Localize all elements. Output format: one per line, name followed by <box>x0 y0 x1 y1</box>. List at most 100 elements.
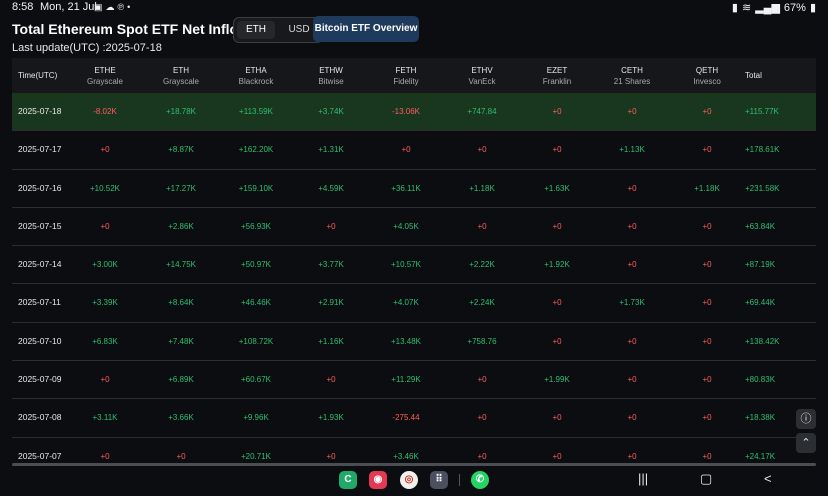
column-ticker: EZET <box>546 66 568 75</box>
flow-cell: +159.10K <box>238 183 274 193</box>
cloud-icon: ☁ <box>105 2 118 12</box>
column-header: Time(UTC) <box>18 70 57 105</box>
flow-cell: +4.05K <box>393 221 419 231</box>
column-ticker: ETHV <box>471 66 493 75</box>
flow-cell: +0 <box>702 145 712 155</box>
flow-cell: +8.87K <box>168 145 194 155</box>
notification-icons: ▣☁℗• <box>94 2 133 13</box>
flow-cell: +0 <box>702 413 712 423</box>
flow-cell: -8.02K <box>93 107 117 116</box>
battery-icon: ▮ <box>809 2 816 14</box>
column-issuer: Franklin <box>542 77 572 86</box>
table-body: 2025-07-18 -8.02K +18.78K +113.59K +3.74K -13… <box>12 93 816 476</box>
flow-cell: +0 <box>702 336 712 346</box>
status-bar: 8:58 Mon, 21 Jul ▣☁℗• ▮ ≋ ▂▄▆ 67% ▮ <box>0 0 828 15</box>
flow-cell: +0 <box>552 298 562 308</box>
flow-cell: +0 <box>477 145 487 155</box>
flow-cell: +0 <box>552 336 562 346</box>
flow-cell: +747.84 <box>467 107 497 116</box>
column-ticker: FETH <box>395 66 417 75</box>
flow-cell: +46.46K <box>240 298 272 308</box>
horizontal-scrollbar[interactable] <box>12 463 816 466</box>
column-ticker: Total <box>745 71 762 80</box>
flow-cell: +0 <box>702 451 712 461</box>
flow-cell: +0 <box>552 107 562 116</box>
flow-cell: +6.83K <box>92 336 118 346</box>
flow-cell: +2.91K <box>318 298 344 308</box>
column-ticker: ETHE <box>94 66 116 75</box>
column-header: ETHV VanEck <box>469 65 496 100</box>
flow-cell: +9.96K <box>243 413 269 423</box>
column-issuer: Bitwise <box>318 77 344 86</box>
row-date: 2025-07-17 <box>18 144 62 155</box>
flow-cell: +3.00K <box>92 260 118 270</box>
flow-cell: +50.97K <box>240 260 272 270</box>
flow-cell: +0 <box>627 183 637 193</box>
table-row: 2025-07-10 +6.83K +7.48K +108.72K +1.16K +13.… <box>12 323 816 362</box>
table-row: 2025-07-09 +0 +6.89K +60.67K +0 +11.29K +0 +1.9… <box>12 361 816 400</box>
flow-cell: +10.57K <box>390 260 422 270</box>
etf-flow-table: Time(UTC) ETHE Grayscale ETH Grayscale ETHA Bl… <box>12 58 816 476</box>
flow-cell: +0 <box>702 221 712 231</box>
flow-cell: +0 <box>552 451 562 461</box>
chevron-up-icon[interactable]: ⌃ <box>796 433 816 453</box>
total-cell: +178.61K <box>745 145 780 155</box>
column-ticker: CETH <box>621 66 643 75</box>
row-date: 2025-07-07 <box>18 450 62 461</box>
total-cell: +138.42K <box>745 336 780 346</box>
dot-icon: • <box>127 2 134 12</box>
row-date: 2025-07-16 <box>18 182 62 193</box>
eth-toggle-button[interactable]: ETH <box>237 21 275 39</box>
total-cell: +87.19K <box>745 260 776 270</box>
total-cell: +69.44K <box>745 298 776 308</box>
sim-icon: ▮ <box>731 2 738 14</box>
currency-toggle: ETH USD <box>233 17 323 43</box>
row-date: 2025-07-18 <box>18 106 62 116</box>
flow-cell: +56.93K <box>240 221 272 231</box>
flow-cell: -275.44 <box>392 413 420 423</box>
flow-cell: +113.59K <box>239 107 273 116</box>
flow-cell: +1.18K <box>694 183 720 193</box>
app-drawer-icon[interactable]: ⠿ <box>430 471 448 489</box>
home-icon[interactable]: ▢ <box>700 471 713 486</box>
chrome-icon[interactable]: ◎ <box>400 471 418 489</box>
back-icon[interactable]: < <box>764 471 772 486</box>
flow-cell: +1.16K <box>318 336 344 346</box>
flow-cell: +0 <box>627 221 637 231</box>
info-icon[interactable]: ⓘ <box>796 409 816 429</box>
whatsapp-icon[interactable]: ✆ <box>471 471 489 489</box>
table-row: 2025-07-14 +3.00K +14.75K +50.97K +3.77K +10.… <box>12 246 816 285</box>
row-date: 2025-07-14 <box>18 259 62 270</box>
row-date: 2025-07-08 <box>18 412 62 423</box>
flow-cell: +162.20K <box>238 145 274 155</box>
column-header: ETHW Bitwise <box>318 65 343 100</box>
flow-cell: +8.64K <box>168 298 194 308</box>
table-row: 2025-07-16 +10.52K +17.27K +159.10K +4.59K +3… <box>12 170 816 208</box>
table-row: 2025-07-11 +3.39K +8.64K +46.46K +2.91K +4.07… <box>12 284 816 323</box>
flow-cell: +4.59K <box>318 183 344 193</box>
total-cell: +231.58K <box>745 183 780 193</box>
image-icon: ▣ <box>94 2 106 12</box>
flow-cell: +0 <box>326 221 336 231</box>
camera-app-icon[interactable]: ◉ <box>369 471 387 489</box>
flow-cell: +0 <box>176 451 186 461</box>
last-update: Last update(UTC) :2025-07-18 <box>12 42 162 54</box>
p-icon: ℗ <box>117 2 128 12</box>
usd-toggle-button[interactable]: USD <box>288 24 310 35</box>
flow-cell: +0 <box>552 413 562 423</box>
flow-cell: +1.99K <box>544 375 570 385</box>
bitcoin-etf-overview-button[interactable]: Bitcoin ETF Overview <box>313 16 419 42</box>
flow-cell: +3.74K <box>318 107 344 116</box>
flow-cell: +0 <box>702 298 712 308</box>
recents-icon[interactable]: ||| <box>638 471 649 486</box>
flow-cell: +11.29K <box>391 375 421 385</box>
flow-cell: +0 <box>100 375 110 385</box>
flow-cell: +0 <box>401 145 411 155</box>
flow-cell: +0 <box>100 221 110 231</box>
date: Mon, 21 Jul <box>40 1 97 13</box>
flow-cell: +0 <box>477 375 487 385</box>
clock: 8:58 <box>12 1 34 13</box>
flow-cell: +0 <box>702 260 712 270</box>
table-row: 2025-07-17 +0 +8.87K +162.20K +1.31K +0 +0 +0 +1… <box>12 131 816 170</box>
green-app-icon[interactable]: C <box>339 471 357 489</box>
